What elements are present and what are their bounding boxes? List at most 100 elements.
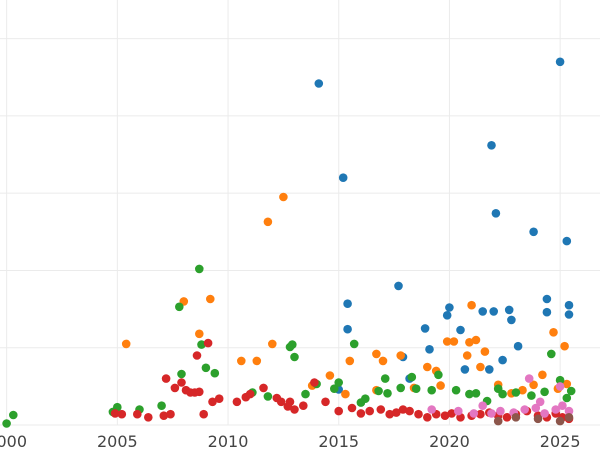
data-point-blue-21 <box>513 341 523 351</box>
data-point-red-13 <box>208 397 217 407</box>
data-point-green-43 <box>177 369 186 379</box>
data-point-blue-14 <box>485 365 494 374</box>
data-point-green-6 <box>175 302 184 312</box>
data-point-green-26 <box>407 372 417 382</box>
data-point-red-29 <box>365 406 375 416</box>
data-point-red-54 <box>283 402 293 411</box>
data-point-orange-30 <box>529 380 538 390</box>
data-point-blue-1 <box>338 173 348 182</box>
x-tick-label: 2005 <box>97 432 138 450</box>
data-point-orange-18 <box>436 381 445 390</box>
data-point-orange-23 <box>467 300 476 310</box>
data-point-violet-2 <box>469 409 479 418</box>
data-point-green-7 <box>195 264 204 274</box>
data-point-orange-13 <box>372 349 381 359</box>
data-point-blue-23 <box>542 294 552 304</box>
data-point-red-45 <box>502 413 512 422</box>
data-point-green-31 <box>465 389 474 399</box>
data-point-violet-5 <box>496 406 505 416</box>
data-point-red-23 <box>299 401 308 411</box>
data-point-brown-3 <box>555 416 565 426</box>
data-point-violet-4 <box>487 409 496 418</box>
data-point-orange-8 <box>279 192 288 202</box>
data-point-red-2 <box>133 409 142 419</box>
data-point-orange-34 <box>560 341 569 351</box>
data-point-blue-13 <box>478 307 488 316</box>
data-point-red-24 <box>310 378 319 387</box>
x-tick-label: 2000 <box>0 432 27 450</box>
data-points <box>2 57 576 428</box>
data-point-orange-6 <box>263 217 273 227</box>
data-point-green-44 <box>201 363 211 373</box>
data-point-red-25 <box>321 397 330 407</box>
data-point-red-26 <box>334 406 344 416</box>
data-point-red-7 <box>177 378 186 387</box>
data-point-violet-8 <box>531 403 541 413</box>
data-point-green-29 <box>434 370 443 380</box>
data-point-green-17 <box>330 384 339 394</box>
data-point-red-28 <box>356 409 366 418</box>
data-point-red-56 <box>203 338 213 348</box>
data-point-blue-12 <box>460 365 470 374</box>
data-point-brown-4 <box>564 413 574 422</box>
data-point-green-42 <box>566 386 576 396</box>
data-point-red-5 <box>166 409 175 419</box>
x-tick-label: 2015 <box>318 432 359 450</box>
data-point-blue-15 <box>487 141 496 150</box>
data-point-green-32 <box>471 389 481 398</box>
data-point-blue-0 <box>314 79 324 88</box>
data-point-blue-28 <box>564 300 574 310</box>
data-point-green-5 <box>157 401 166 411</box>
data-point-red-35 <box>414 409 423 419</box>
data-point-blue-22 <box>529 227 538 237</box>
data-point-red-30 <box>376 405 386 414</box>
data-point-green-19 <box>349 339 359 349</box>
data-point-red-33 <box>398 405 408 414</box>
x-tick-label: 2025 <box>540 432 581 450</box>
data-point-orange-12 <box>341 389 350 399</box>
data-point-blue-9 <box>442 311 452 320</box>
data-point-orange-31 <box>538 370 547 380</box>
data-point-green-40 <box>555 375 565 385</box>
data-point-green-35 <box>498 389 507 399</box>
data-point-orange-19 <box>442 337 452 346</box>
data-point-green-18 <box>334 378 344 387</box>
data-point-red-14 <box>214 394 224 404</box>
data-point-red-18 <box>259 383 268 393</box>
data-point-blue-2 <box>343 299 352 309</box>
data-point-red-1 <box>117 409 127 419</box>
data-point-blue-3 <box>343 324 352 334</box>
x-axis: 2000 2005 2010 2015 2020 2025 <box>0 432 581 450</box>
data-point-orange-22 <box>465 338 474 347</box>
data-point-orange-3 <box>206 294 215 304</box>
data-point-orange-21 <box>462 351 472 360</box>
data-point-blue-24 <box>542 307 552 317</box>
data-point-violet-9 <box>540 409 549 418</box>
data-point-green-28 <box>427 385 437 395</box>
data-point-green-24 <box>383 389 392 398</box>
data-point-orange-11 <box>345 356 355 366</box>
data-point-green-1 <box>9 410 18 420</box>
data-point-orange-32 <box>549 328 558 337</box>
data-point-blue-8 <box>425 345 434 354</box>
data-point-green-0 <box>2 419 11 428</box>
data-point-blue-27 <box>564 310 574 319</box>
data-point-brown-2 <box>533 414 543 424</box>
data-point-red-4 <box>159 411 169 421</box>
data-point-red-27 <box>347 403 357 413</box>
data-point-orange-0 <box>121 339 131 349</box>
data-point-green-15 <box>301 389 310 399</box>
data-point-orange-10 <box>325 371 335 380</box>
data-point-blue-7 <box>420 324 430 333</box>
data-point-red-11 <box>195 387 204 397</box>
data-point-green-37 <box>527 391 536 400</box>
data-point-brown-1 <box>511 413 521 422</box>
data-point-orange-4 <box>237 356 246 366</box>
data-point-orange-2 <box>195 329 204 339</box>
data-point-red-42 <box>476 409 485 419</box>
data-point-orange-37 <box>423 362 432 372</box>
data-point-blue-20 <box>507 315 516 325</box>
data-point-violet-15 <box>555 382 565 391</box>
data-point-green-21 <box>361 394 370 404</box>
